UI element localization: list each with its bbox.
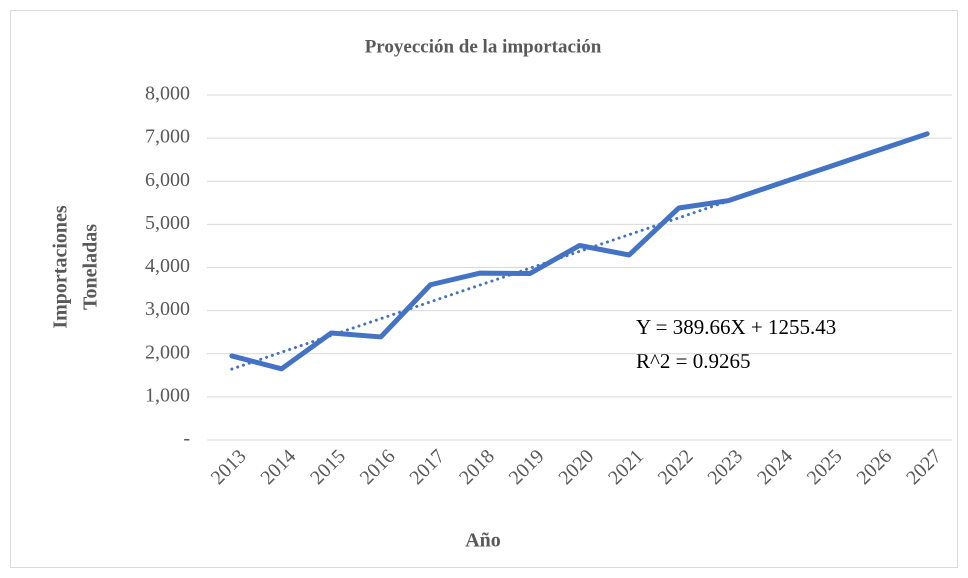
trendline bbox=[230, 199, 730, 371]
y-tick-label: 7,000 bbox=[145, 126, 190, 148]
y-tick-label: 3,000 bbox=[145, 298, 190, 320]
y-tick-label: 2,000 bbox=[145, 341, 190, 363]
chart-frame bbox=[10, 10, 958, 568]
line bbox=[229, 131, 930, 372]
y-axis-title: Toneladas bbox=[80, 224, 102, 310]
y-tick-label: 1,000 bbox=[145, 384, 190, 406]
annotation: Y = 389.66X + 1255.43 bbox=[636, 315, 836, 339]
x-axis-title: Año bbox=[465, 530, 501, 552]
y-tick-label: 6,000 bbox=[145, 169, 190, 191]
y-tick-label: 5,000 bbox=[145, 212, 190, 234]
chart-title: Proyección de la importación bbox=[365, 36, 602, 57]
annotation: R^2 = 0.9265 bbox=[636, 349, 750, 373]
y-tick-label: 8,000 bbox=[145, 83, 190, 105]
y-tick-label: 4,000 bbox=[145, 255, 190, 277]
y-tick-label: - bbox=[183, 428, 190, 450]
y-axis-title: Importaciones bbox=[50, 205, 72, 329]
